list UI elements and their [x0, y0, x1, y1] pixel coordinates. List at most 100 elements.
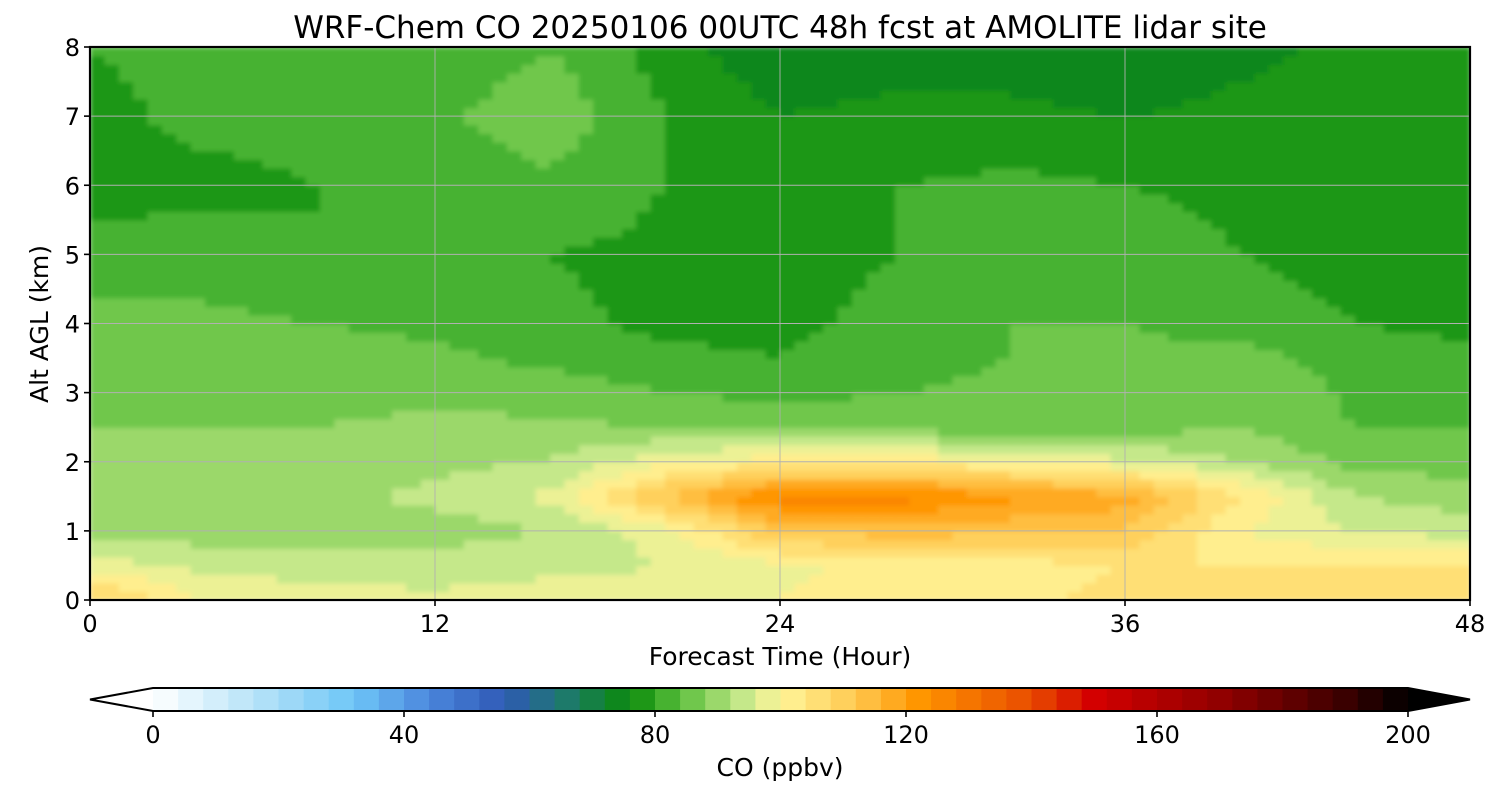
heatmap-cell [118, 409, 134, 420]
heatmap-cell [1067, 193, 1083, 204]
heatmap-cell [1067, 263, 1083, 273]
heatmap-cell [420, 159, 436, 169]
heatmap-cell [1355, 496, 1371, 506]
heatmap-cell [1010, 418, 1026, 428]
heatmap-cell [104, 487, 120, 498]
heatmap-cell [506, 418, 522, 428]
heatmap-cell [262, 496, 278, 506]
heatmap-cell [665, 271, 681, 281]
heatmap-cell [952, 228, 968, 238]
heatmap-cell [334, 150, 350, 161]
heatmap-cell [506, 263, 522, 273]
heatmap-cell [693, 522, 709, 532]
heatmap-cell [435, 522, 451, 532]
heatmap-cell [1225, 332, 1241, 342]
heatmap-cell [708, 280, 724, 290]
heatmap-cell [550, 556, 566, 567]
heatmap-cell [952, 288, 968, 299]
heatmap-cell [1426, 176, 1442, 186]
heatmap-cell [147, 314, 163, 325]
heatmap-cell [981, 245, 997, 256]
heatmap-cell [808, 591, 824, 600]
heatmap-cell [1125, 314, 1141, 325]
heatmap-cell [895, 340, 911, 351]
heatmap-cell [176, 591, 192, 600]
heatmap-cell [449, 349, 465, 359]
heatmap-cell [722, 306, 738, 316]
heatmap-cell [492, 383, 508, 394]
heatmap-cell [1398, 401, 1414, 411]
heatmap-cell [320, 574, 336, 584]
heatmap-cell [305, 444, 321, 454]
heatmap-cell [1225, 418, 1241, 428]
heatmap-cell [1067, 323, 1083, 333]
heatmap-cell [1268, 427, 1284, 437]
heatmap-cell [1038, 401, 1054, 411]
heatmap-cell [1398, 470, 1414, 480]
heatmap-cell [621, 245, 637, 256]
heatmap-cell [880, 548, 896, 558]
heatmap-cell [176, 427, 192, 437]
heatmap-cell [190, 263, 206, 273]
heatmap-cell [1225, 185, 1241, 195]
heatmap-cell [363, 453, 379, 463]
heatmap-cell [794, 435, 810, 446]
heatmap-cell [995, 409, 1011, 420]
heatmap-cell [1240, 185, 1256, 195]
heatmap-cell [262, 401, 278, 411]
heatmap-cell [133, 150, 149, 161]
heatmap-cell [923, 150, 939, 161]
heatmap-cell [636, 513, 652, 523]
heatmap-cell [981, 237, 997, 247]
heatmap-cell [1369, 582, 1385, 593]
heatmap-cell [1283, 219, 1299, 230]
heatmap-cell [276, 487, 292, 498]
heatmap-cell [1067, 582, 1083, 593]
heatmap-cell [851, 185, 867, 195]
heatmap-cell [1297, 263, 1313, 273]
heatmap-cell [104, 271, 120, 281]
heatmap-cell [981, 479, 997, 489]
heatmap-cell [823, 297, 839, 307]
heatmap-cell [593, 263, 609, 273]
heatmap-cell [478, 539, 494, 549]
heatmap-cell [90, 418, 106, 428]
heatmap-cell [1369, 539, 1385, 549]
heatmap-cell [1383, 479, 1399, 489]
heatmap-cell [463, 167, 479, 178]
heatmap-cell [1038, 288, 1054, 299]
heatmap-cell [133, 453, 149, 463]
heatmap-cell [377, 556, 393, 567]
heatmap-cell [593, 280, 609, 290]
heatmap-cell [1412, 219, 1428, 230]
heatmap-cell [1153, 539, 1169, 549]
heatmap-cell [1398, 332, 1414, 342]
heatmap-cell [823, 513, 839, 523]
heatmap-cell [1196, 565, 1212, 575]
heatmap-cell [1010, 185, 1026, 195]
heatmap-cell [981, 539, 997, 549]
heatmap-cell [334, 237, 350, 247]
heatmap-cell [1326, 245, 1342, 256]
heatmap-cell [995, 254, 1011, 264]
heatmap-cell [1240, 444, 1256, 454]
heatmap-cell [1455, 470, 1470, 480]
heatmap-cell [478, 358, 494, 368]
heatmap-cell [1024, 245, 1040, 256]
heatmap-cell [1067, 159, 1083, 169]
heatmap-cell [780, 513, 796, 523]
heatmap-cell [262, 150, 278, 161]
heatmap-cell [938, 245, 954, 256]
heatmap-cell [679, 539, 695, 549]
heatmap-cell [133, 211, 149, 221]
heatmap-cell [708, 461, 724, 472]
heatmap-cell [1153, 418, 1169, 428]
heatmap-cell [1455, 504, 1470, 515]
heatmap-cell [1038, 487, 1054, 498]
heatmap-cell [866, 219, 882, 230]
heatmap-cell [1398, 487, 1414, 498]
heatmap-cell [348, 556, 364, 567]
heatmap-cell [1081, 263, 1097, 273]
heatmap-cell [1081, 530, 1097, 541]
heatmap-cell [1268, 401, 1284, 411]
